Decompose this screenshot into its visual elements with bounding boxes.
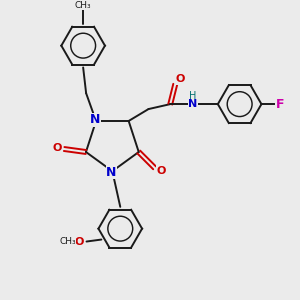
Text: F: F [276, 98, 284, 111]
Text: N: N [106, 166, 116, 179]
Text: N: N [90, 113, 100, 127]
Text: CH₃: CH₃ [75, 1, 92, 10]
Text: CH₃: CH₃ [59, 237, 76, 246]
Text: O: O [75, 236, 84, 247]
Text: H: H [189, 91, 197, 101]
Text: O: O [157, 166, 166, 176]
Text: O: O [52, 143, 62, 153]
Text: N: N [188, 99, 198, 109]
Text: O: O [176, 74, 185, 84]
